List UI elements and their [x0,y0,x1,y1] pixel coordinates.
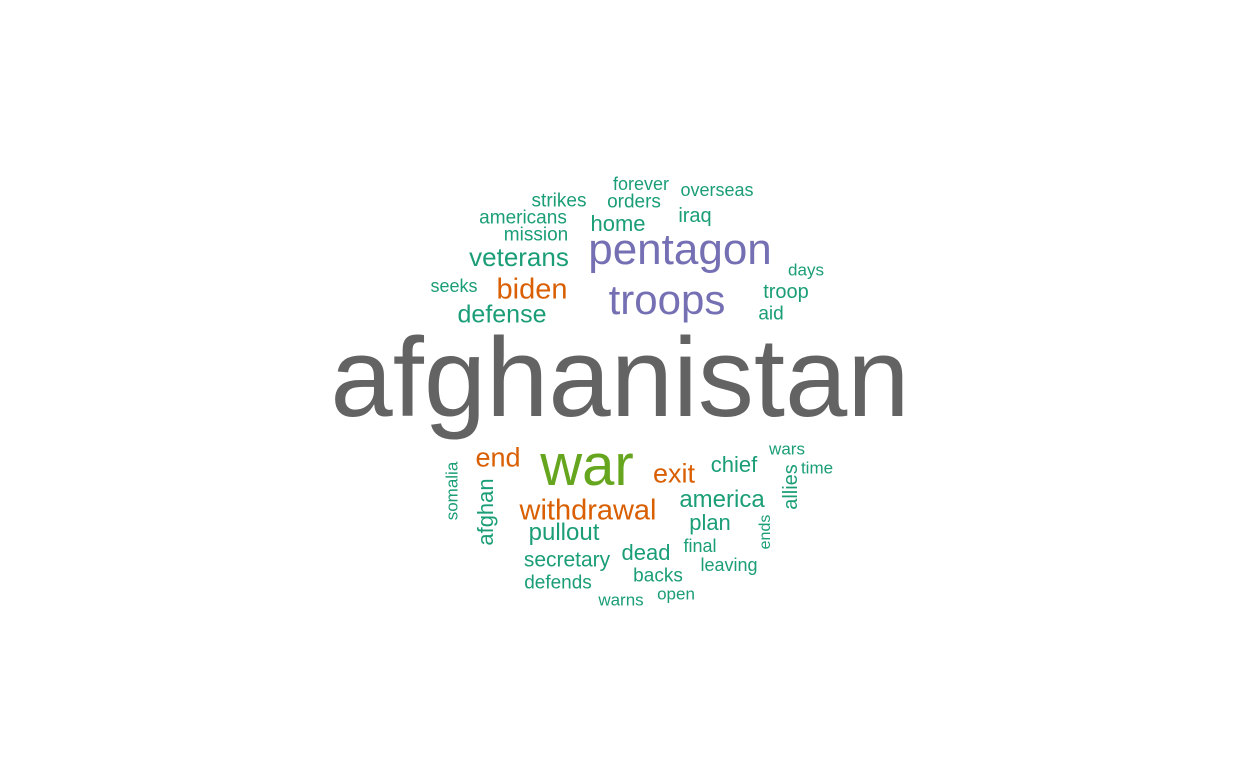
word-defends: defends [524,572,592,594]
word-seeks: seeks [430,276,478,296]
word-exit: exit [652,458,696,489]
word-ends: ends [757,514,774,550]
word-troop: troop [763,281,809,303]
word-defense: defense [457,300,547,329]
word-aid: aid [758,303,784,325]
word-pentagon: pentagon [588,225,772,274]
word-end: end [475,442,521,473]
word-strikes: strikes [531,190,587,212]
word-final: final [683,536,717,556]
word-america: america [679,486,765,513]
word-leaving: leaving [700,555,758,575]
word-backs: backs [633,565,683,587]
word-home: home [590,211,646,236]
word-somalia: somalia [442,461,462,521]
word-iraq: iraq [678,205,712,227]
word-americans: americans [479,207,567,229]
word-warns: warns [598,590,644,610]
word-afghanistan: afghanistan [330,315,910,440]
word-forever: forever [612,174,670,194]
word-plan: plan [689,510,731,535]
word-orders: orders [607,191,661,213]
word-afghan: afghan [473,478,498,546]
word-time: time [800,458,834,478]
word-wars: wars [769,439,805,459]
word-biden: biden [496,273,568,306]
word-secretary: secretary [523,548,611,572]
word-dead: dead [621,540,671,565]
word-chief: chief [710,452,758,477]
word-allies: allies [780,464,802,510]
word-troops: troops [608,276,726,323]
word-overseas: overseas [680,180,754,200]
word-war: war [540,433,634,498]
word-mission: mission [503,224,569,246]
word-veterans: veterans [469,242,569,272]
word-pullout: pullout [528,519,600,546]
word-days: days [788,260,824,280]
word-open: open [657,584,695,604]
word-withdrawal: withdrawal [519,494,657,527]
